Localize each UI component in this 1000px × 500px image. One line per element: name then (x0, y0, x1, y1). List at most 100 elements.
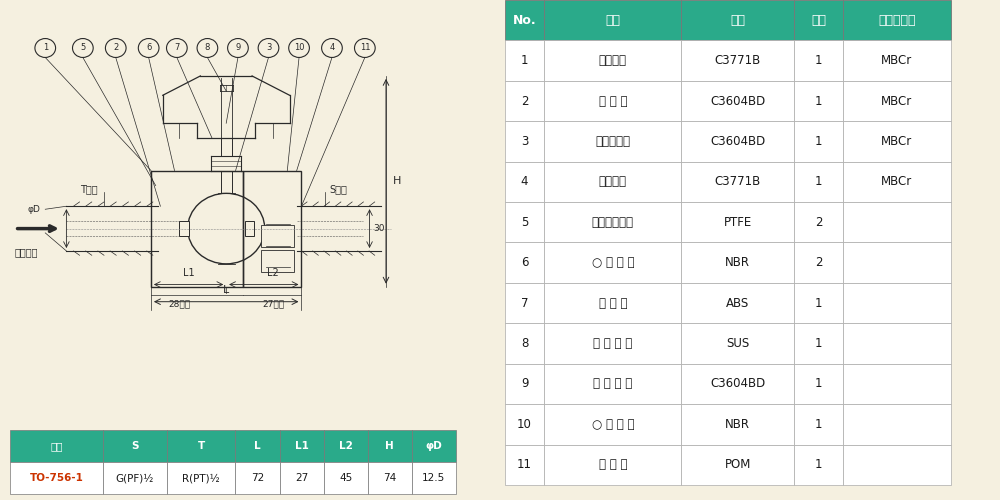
Bar (544, 404, 681, 444)
Circle shape (35, 38, 56, 58)
Bar (794, 324, 843, 364)
Bar (681, 324, 794, 364)
Bar (843, 444, 951, 485)
Text: C3604BD: C3604BD (710, 94, 765, 108)
Bar (794, 242, 843, 283)
Bar (505, 0, 544, 40)
Text: ○ リ ン グ: ○ リ ン グ (592, 418, 634, 431)
Bar (324, 462, 368, 494)
Bar (681, 283, 794, 324)
Text: 6: 6 (521, 256, 528, 269)
Text: C3604BD: C3604BD (710, 378, 765, 390)
Bar (505, 202, 544, 242)
Text: 流水方向: 流水方向 (15, 247, 38, 257)
Bar (794, 202, 843, 242)
Text: L: L (254, 441, 261, 451)
Text: Tネジ: Tネジ (80, 184, 98, 194)
Text: 型番: 型番 (50, 441, 63, 451)
Text: L1: L1 (295, 441, 308, 451)
Bar (103, 430, 167, 462)
Text: S: S (131, 441, 139, 451)
Text: G(PF)½: G(PF)½ (116, 474, 154, 484)
Bar (280, 462, 324, 494)
Bar (261, 225, 294, 246)
Text: 1: 1 (815, 378, 822, 390)
Circle shape (355, 38, 375, 58)
Text: C3604BD: C3604BD (710, 135, 765, 148)
Bar (324, 430, 368, 462)
Text: C3771B: C3771B (715, 54, 761, 67)
Text: 28二面: 28二面 (168, 300, 190, 308)
Circle shape (105, 38, 126, 58)
Bar (681, 0, 794, 40)
Bar (681, 242, 794, 283)
Bar (681, 121, 794, 162)
Text: 7: 7 (174, 44, 180, 52)
Text: ボールシート: ボールシート (592, 216, 634, 229)
Text: 11: 11 (360, 44, 370, 52)
Bar (544, 202, 681, 242)
Bar (843, 242, 951, 283)
Text: T: T (197, 441, 205, 451)
Text: 12.5: 12.5 (422, 474, 445, 484)
Bar (681, 364, 794, 404)
Bar (103, 462, 167, 494)
Text: ツ マ ミ: ツ マ ミ (599, 296, 627, 310)
Text: 材質: 材質 (730, 14, 745, 26)
Bar (794, 162, 843, 202)
Circle shape (167, 38, 187, 58)
Bar (681, 40, 794, 81)
Bar (412, 462, 456, 494)
Text: 1: 1 (815, 176, 822, 188)
Text: 本　　体: 本 体 (599, 54, 627, 67)
Circle shape (197, 38, 218, 58)
Text: 30: 30 (373, 224, 384, 233)
Text: 11: 11 (517, 458, 532, 471)
Bar (544, 283, 681, 324)
Bar (235, 430, 280, 462)
Circle shape (228, 38, 248, 58)
Text: 4: 4 (329, 44, 335, 52)
Bar (10, 430, 103, 462)
Bar (843, 283, 951, 324)
Text: 1: 1 (43, 44, 48, 52)
Text: 1: 1 (815, 296, 822, 310)
Circle shape (322, 38, 342, 58)
Bar (843, 81, 951, 121)
Bar (843, 202, 951, 242)
Bar (544, 162, 681, 202)
Text: 27: 27 (295, 474, 308, 484)
Bar (243, 170, 301, 286)
Text: H: H (393, 176, 401, 186)
Text: L2: L2 (267, 268, 279, 278)
Text: ボール押え: ボール押え (595, 135, 630, 148)
Bar (681, 202, 794, 242)
Bar (505, 444, 544, 485)
Text: 1: 1 (815, 337, 822, 350)
Bar (412, 430, 456, 462)
Text: L: L (223, 285, 229, 295)
Text: MBCr: MBCr (881, 94, 913, 108)
Text: 5: 5 (80, 44, 85, 52)
Text: 数量: 数量 (811, 14, 826, 26)
Bar (544, 364, 681, 404)
Text: ABS: ABS (726, 296, 749, 310)
Text: L2: L2 (339, 441, 353, 451)
Bar (505, 364, 544, 404)
Text: 8: 8 (521, 337, 528, 350)
Bar (505, 121, 544, 162)
Text: 9: 9 (235, 44, 241, 52)
Text: 2: 2 (113, 44, 118, 52)
Bar (245, 221, 254, 236)
Bar (167, 462, 235, 494)
Bar (681, 162, 794, 202)
Bar (794, 81, 843, 121)
Bar (544, 40, 681, 81)
Text: MBCr: MBCr (881, 54, 913, 67)
Bar (261, 250, 294, 272)
Text: ボ ー ル: ボ ー ル (599, 94, 627, 108)
Text: C3771B: C3771B (715, 176, 761, 188)
Bar (235, 462, 280, 494)
Text: ○ リ ン グ: ○ リ ン グ (592, 256, 634, 269)
Bar (544, 121, 681, 162)
